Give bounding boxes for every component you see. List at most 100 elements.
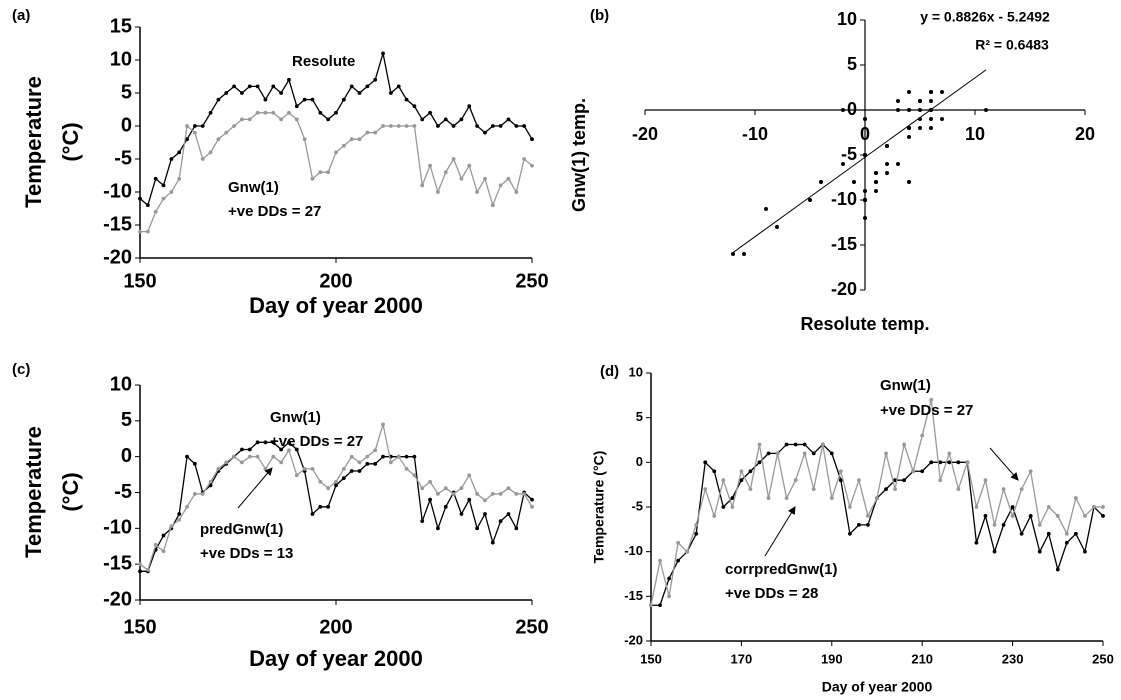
- data-point: [694, 522, 699, 527]
- data-point: [947, 451, 952, 456]
- data-point: [983, 478, 988, 483]
- data-point: [1064, 540, 1069, 545]
- data-point: [918, 126, 922, 130]
- y-tick-label: -5: [114, 481, 132, 503]
- data-point: [820, 442, 825, 447]
- y-axis-title: Temperature: [21, 426, 46, 558]
- data-point: [739, 469, 744, 474]
- data-point: [929, 117, 933, 121]
- data-point: [373, 77, 378, 82]
- x-tick-label: 10: [965, 124, 985, 144]
- data-point: [373, 448, 378, 453]
- data-point: [373, 130, 378, 135]
- data-point: [940, 90, 944, 94]
- data-point: [506, 512, 511, 516]
- data-point: [885, 171, 889, 175]
- data-point: [938, 460, 943, 465]
- x-tick-label: 200: [319, 616, 352, 638]
- data-point: [712, 514, 717, 518]
- data-point: [428, 163, 432, 168]
- y-tick-label: -15: [831, 234, 857, 254]
- data-point: [326, 486, 331, 491]
- data-point: [907, 126, 911, 130]
- data-point: [224, 91, 229, 95]
- x-tick-label: 250: [1092, 651, 1114, 666]
- data-point: [911, 469, 916, 474]
- data-point: [1001, 487, 1006, 492]
- y-tick-label: -10: [831, 189, 857, 209]
- data-point: [766, 496, 771, 500]
- data-point: [334, 479, 338, 484]
- data-point: [451, 124, 456, 128]
- data-point: [302, 97, 307, 102]
- data-point: [310, 176, 315, 181]
- data-point: [1073, 531, 1078, 536]
- y-axis-title: Temperature: [21, 76, 46, 208]
- y-tick-label: -20: [103, 588, 132, 610]
- data-point: [294, 117, 299, 122]
- y-tick-label: -20: [103, 246, 132, 268]
- data-point: [240, 91, 244, 95]
- arrow: [764, 506, 796, 557]
- data-point: [721, 505, 726, 509]
- data-point: [1001, 522, 1006, 527]
- data-point: [483, 512, 487, 516]
- data-point: [263, 466, 268, 471]
- data-point: [263, 97, 268, 102]
- data-point: [866, 514, 870, 518]
- y-tick-label: 0: [636, 454, 643, 469]
- data-point: [1055, 567, 1060, 572]
- data-point: [1046, 531, 1051, 536]
- data-point: [793, 478, 798, 483]
- data-point: [357, 137, 362, 142]
- data-point: [145, 203, 150, 208]
- data-point: [224, 130, 229, 135]
- data-point: [192, 461, 197, 466]
- y-tick-label: -20: [624, 632, 643, 647]
- data-point: [929, 460, 934, 465]
- data-point: [153, 542, 158, 547]
- data-point: [498, 183, 503, 188]
- y-tick-label: -10: [103, 517, 132, 539]
- data-point: [341, 143, 346, 148]
- data-point: [811, 487, 816, 492]
- data-point: [310, 97, 315, 102]
- data-point: [1010, 514, 1015, 518]
- data-point: [838, 478, 843, 483]
- data-point: [381, 422, 385, 427]
- data-point: [349, 137, 354, 142]
- data-point: [443, 117, 448, 122]
- data-point: [896, 108, 900, 112]
- data-point: [279, 91, 284, 95]
- y-tick-label: 5: [121, 81, 132, 103]
- data-point: [874, 189, 878, 193]
- data-point: [451, 492, 456, 496]
- data-point: [263, 440, 268, 445]
- data-point: [920, 469, 925, 474]
- data-point: [138, 196, 142, 201]
- y-tick-label: 10: [110, 48, 132, 70]
- data-point: [302, 466, 307, 471]
- series-label: predGnw(1): [200, 521, 283, 538]
- annotation: +ve DDs = 28: [725, 585, 818, 602]
- y-tick-label: 5: [121, 409, 132, 431]
- data-point: [956, 460, 961, 465]
- annotation: +ve DDs = 13: [200, 545, 293, 562]
- x-tick-label: -10: [742, 124, 768, 144]
- data-point: [514, 190, 519, 194]
- data-point: [857, 522, 861, 527]
- data-point: [1064, 531, 1069, 536]
- x-tick-label: 150: [123, 270, 156, 292]
- data-point: [185, 504, 189, 509]
- x-tick-label: 210: [911, 651, 933, 666]
- data-point: [240, 447, 244, 452]
- data-point: [731, 252, 735, 256]
- data-point: [775, 225, 779, 229]
- data-point: [490, 203, 495, 208]
- data-point: [929, 108, 933, 112]
- y-axis-title: (°C): [58, 122, 83, 161]
- data-point: [712, 469, 717, 474]
- data-point: [420, 519, 425, 524]
- data-point: [334, 483, 338, 488]
- data-point: [365, 454, 370, 459]
